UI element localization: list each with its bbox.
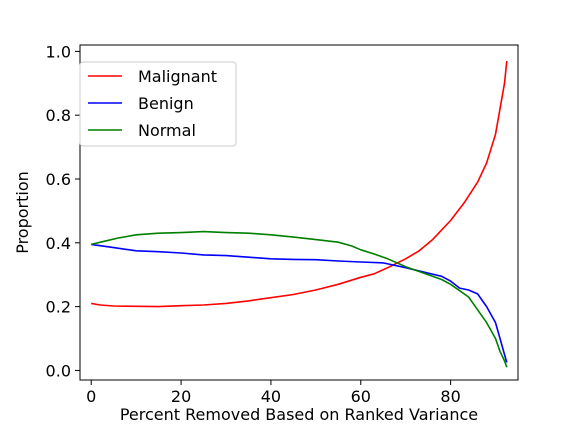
- x-axis-label: Percent Removed Based on Ranked Variance: [120, 405, 478, 424]
- y-tick-label: 0.2: [46, 298, 71, 317]
- plot-lines: [91, 60, 508, 368]
- y-tick-label: 0.4: [46, 234, 71, 253]
- y-tick-label: 0.8: [46, 106, 71, 125]
- x-axis: 0 20 40 60 80: [86, 380, 461, 406]
- legend-label-benign: Benign: [138, 94, 194, 113]
- series-line-normal: [91, 230, 508, 368]
- series-line-malignant: [91, 60, 508, 308]
- x-tick-label: 20: [171, 387, 191, 406]
- y-tick-label: 0.0: [46, 361, 71, 380]
- legend-label-malignant: Malignant: [138, 67, 217, 86]
- x-tick-label: 80: [440, 387, 460, 406]
- y-tick-label: 0.6: [46, 170, 71, 189]
- plot-frame: [79, 44, 519, 381]
- legend-box: [79, 61, 237, 147]
- x-tick-label: 0: [86, 387, 96, 406]
- y-tick-label: 1.0: [46, 42, 71, 61]
- x-tick-label: 40: [261, 387, 281, 406]
- y-axis-label: Proportion: [13, 171, 32, 254]
- series-line-benign: [91, 243, 508, 363]
- legend: Malignant Benign Normal: [79, 61, 237, 147]
- x-tick-label: 60: [351, 387, 371, 406]
- y-axis: 0.0 0.2 0.4 0.6 0.8 1.0: [46, 42, 80, 380]
- legend-label-normal: Normal: [138, 121, 196, 140]
